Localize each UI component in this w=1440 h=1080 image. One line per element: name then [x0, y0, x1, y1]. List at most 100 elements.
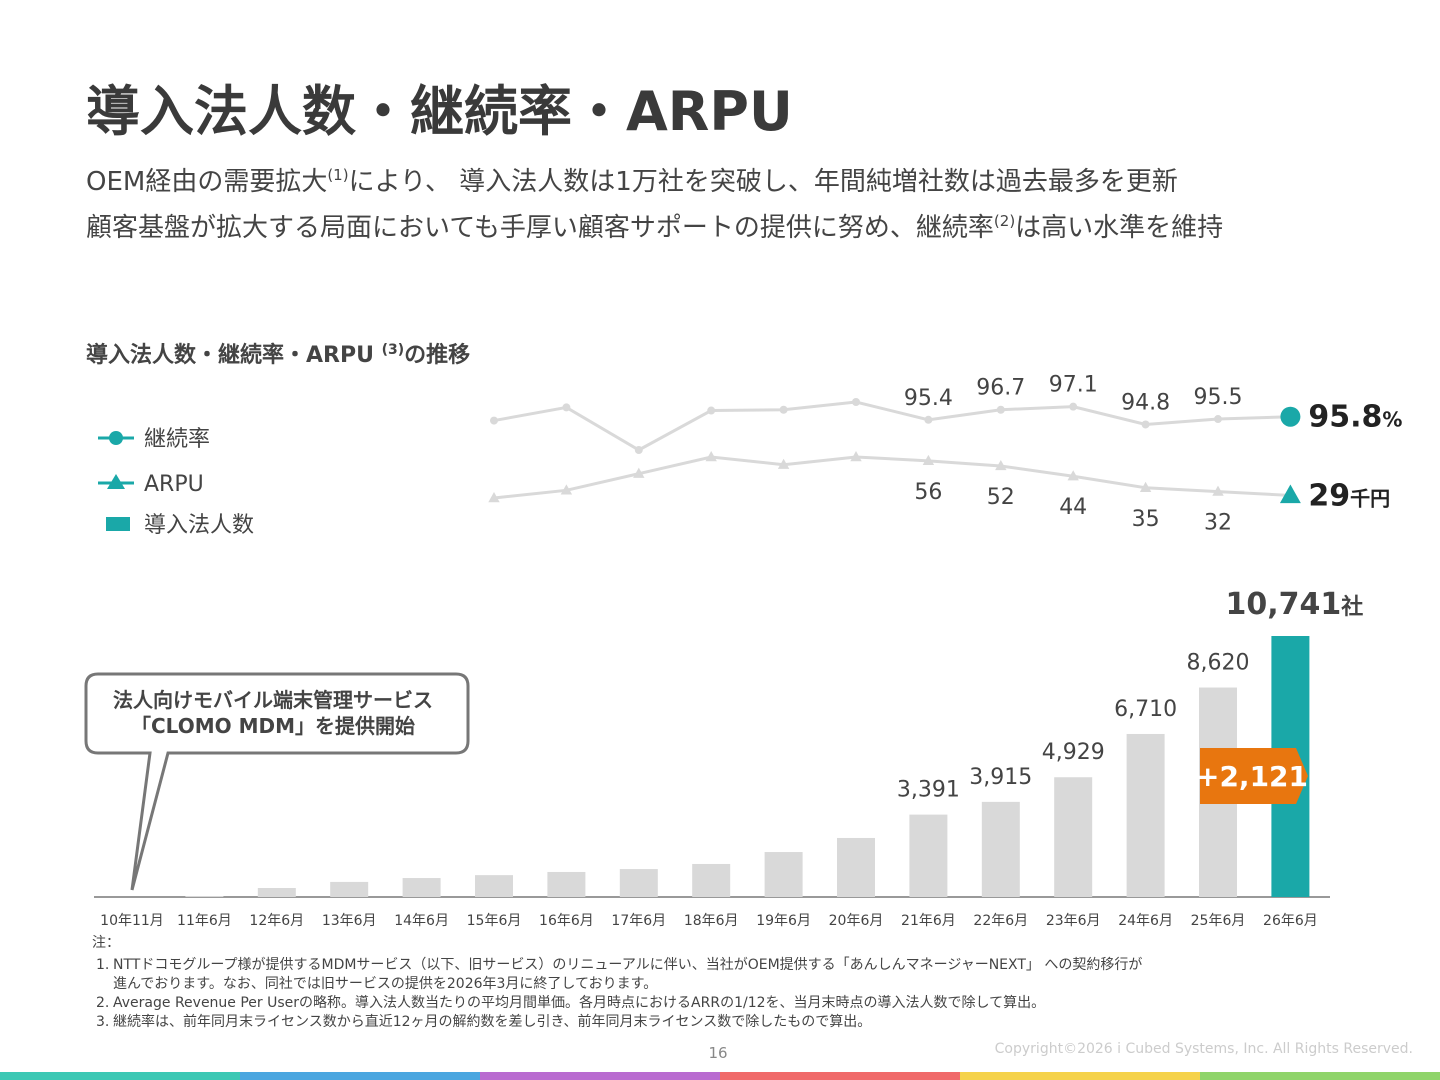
line-marker [1141, 420, 1150, 429]
line-value-label: 56 [914, 480, 942, 505]
line-value-label: 96.7 [976, 376, 1025, 401]
bar-value-label: 8,620 [1187, 651, 1250, 676]
bar [330, 881, 369, 897]
x-tick-label: 25年6月 [1191, 913, 1246, 929]
bar [547, 871, 586, 897]
increase-callout [1200, 748, 1308, 804]
callout-bubble [84, 672, 470, 891]
lead-text: 顧客基盤が拡大する局面においても手厚い顧客サポートの提供に努め、継続率 [86, 213, 994, 243]
x-tick-label: 11年6月 [177, 913, 232, 929]
chart-title-sup: (3) [382, 342, 405, 358]
line [493, 400, 1291, 452]
line-value-label: 52 [987, 485, 1015, 510]
note-number: 2. [96, 995, 109, 1011]
x-tick-label: 18年6月 [684, 913, 739, 929]
note-text: Average Revenue Per Userの略称。導入法人数当たりの平均月… [113, 995, 1045, 1011]
line-unit: % [1382, 408, 1402, 432]
line-marker [995, 459, 1007, 471]
stripe-segment [720, 1072, 960, 1080]
x-tick-label: 19年6月 [756, 913, 811, 929]
line-marker [1069, 402, 1078, 411]
x-tick-label: 26年6月 [1263, 913, 1318, 929]
line-marker [633, 467, 645, 478]
chart-title-text: の推移 [404, 342, 470, 368]
chart-title-text: 導入法人数・継続率・ARPU [86, 342, 382, 368]
note-number: 1. [96, 957, 109, 973]
x-tick-label: 24年6月 [1118, 913, 1173, 929]
x-tick-label: 16年6月 [539, 913, 594, 929]
x-tick-label: 20年6月 [829, 913, 884, 929]
lead-line: 顧客基盤が拡大する局面においても手厚い顧客サポートの提供に努め、継続率(2)は高… [86, 212, 1223, 243]
lead-text: は高い水準を維持 [1015, 213, 1223, 243]
line-unit: 千円 [1350, 486, 1390, 510]
stripe-segment [240, 1072, 480, 1080]
bar [764, 852, 803, 897]
callout-text: 法人向けモバイル端末管理サービス [113, 688, 433, 712]
line-marker [777, 458, 790, 469]
page-title: 導入法人数・継続率・ARPU [86, 80, 793, 143]
line-value-label: 95.5 [1194, 385, 1243, 410]
copyright: Copyright©2026 i Cubed Systems, Inc. All… [995, 1041, 1413, 1057]
line-marker [560, 484, 573, 495]
line-value-label: 44 [1059, 495, 1087, 520]
bar-value-label: 6,710 [1114, 697, 1177, 722]
stripe-segment [480, 1072, 720, 1080]
bar-value-label: 3,915 [969, 765, 1032, 790]
lead-sup: (1) [327, 166, 348, 184]
line-marker [707, 406, 716, 415]
line-marker [922, 454, 935, 466]
legend-marker [107, 474, 125, 489]
bar-value-text: 10,741 [1226, 587, 1342, 622]
line-value-label: 35 [1132, 507, 1160, 532]
line-marker [852, 398, 860, 406]
line-value-label: 95.8% [1308, 400, 1402, 435]
x-tick-label: 10年11月 [100, 913, 164, 929]
line-value-label: 97.1 [1049, 373, 1098, 398]
legend-label: ARPU [144, 472, 204, 497]
note-text: 進んでおります。なお、同社では旧サービスの提供を2026年3月に終了しております… [113, 976, 657, 992]
x-tick-label: 21年6月 [901, 913, 956, 929]
line-marker [705, 451, 717, 462]
notes-heading: 注： [92, 935, 120, 951]
x-tick-label: 15年6月 [467, 913, 522, 929]
stripe-segment [0, 1072, 240, 1080]
bar-value-label: 4,929 [1042, 740, 1105, 765]
bar-value-label: 10,741社 [1226, 587, 1364, 622]
line-value-label: 94.8 [1121, 390, 1170, 415]
line-marker [1280, 406, 1301, 427]
x-tick-label: 13年6月 [322, 913, 377, 929]
lead-sup: (2) [994, 212, 1015, 230]
line-value-label: 32 [1204, 511, 1232, 536]
stripe-segment [960, 1072, 1200, 1080]
note-text: NTTドコモグループ様が提供するMDMサービス（以下、旧サービス）のリニューアル… [113, 957, 1142, 973]
line-marker [779, 405, 788, 414]
lead-text: により、 導入法人数は1万社を突破し、年間純増社数は過去最多を更新 [349, 167, 1178, 197]
bar [981, 801, 1020, 897]
callout-text: 「CLOMO MDM」を提供開始 [131, 714, 415, 738]
line [493, 455, 1291, 500]
lead-text: OEM経由の需要拡大 [86, 167, 327, 197]
bar [692, 863, 731, 897]
line-marker [850, 451, 862, 462]
note-text: 継続率は、前年同月末ライセンス数から直近12ヶ月の解約数を差し引き、前年同月末ラ… [113, 1013, 871, 1030]
lead-line: OEM経由の需要拡大(1)により、 導入法人数は1万社を突破し、年間純増社数は過… [86, 166, 1178, 197]
legend-label: 継続率 [144, 427, 210, 452]
bar [185, 896, 224, 897]
line-value-label: 95.4 [904, 386, 953, 411]
bar [257, 888, 296, 897]
bar [619, 869, 658, 897]
line-marker [996, 405, 1005, 414]
legend-swatch [106, 517, 130, 531]
legend-label: 導入法人数 [144, 513, 254, 538]
x-tick-label: 12年6月 [249, 913, 304, 929]
bar [402, 878, 441, 897]
line-marker [488, 492, 500, 503]
x-tick-label: 17年6月 [611, 913, 666, 929]
chart-title: 導入法人数・継続率・ARPU (3)の推移 [86, 342, 470, 368]
line-marker [1139, 481, 1152, 492]
x-tick-label: 23年6月 [1046, 913, 1101, 929]
bar-unit: 社 [1341, 594, 1363, 620]
line-marker [490, 416, 498, 425]
